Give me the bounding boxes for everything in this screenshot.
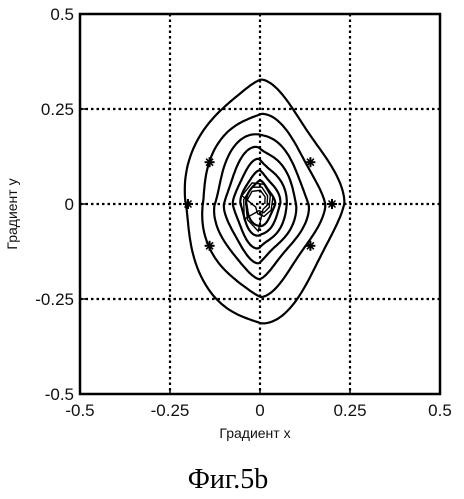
contour-marker xyxy=(305,157,315,167)
x-axis-label: Градиент x xyxy=(219,425,290,441)
y-tick-label: -0.5 xyxy=(45,385,74,404)
x-tick-label: -0.25 xyxy=(151,401,190,420)
grid-lines xyxy=(80,14,440,394)
contour-line xyxy=(214,134,309,279)
contour-line xyxy=(202,114,325,297)
x-tick-label: 0 xyxy=(255,401,264,420)
contour-marker xyxy=(205,157,215,167)
contour-lines xyxy=(185,80,345,324)
y-axis-label: Градиент y xyxy=(4,178,20,249)
y-tick-label: 0 xyxy=(65,195,74,214)
contour-marker xyxy=(205,241,215,251)
y-tick-label: 0.25 xyxy=(41,100,74,119)
figure-caption: Фиг.5b xyxy=(188,464,268,495)
contour-marker xyxy=(305,241,315,251)
y-tick-label: -0.25 xyxy=(35,290,74,309)
contour-marker xyxy=(183,199,193,209)
x-tick-label: 0.25 xyxy=(333,401,366,420)
contour-marker xyxy=(327,199,337,209)
x-tick-label: 0.5 xyxy=(428,401,452,420)
y-tick-label: 0.5 xyxy=(50,5,74,24)
